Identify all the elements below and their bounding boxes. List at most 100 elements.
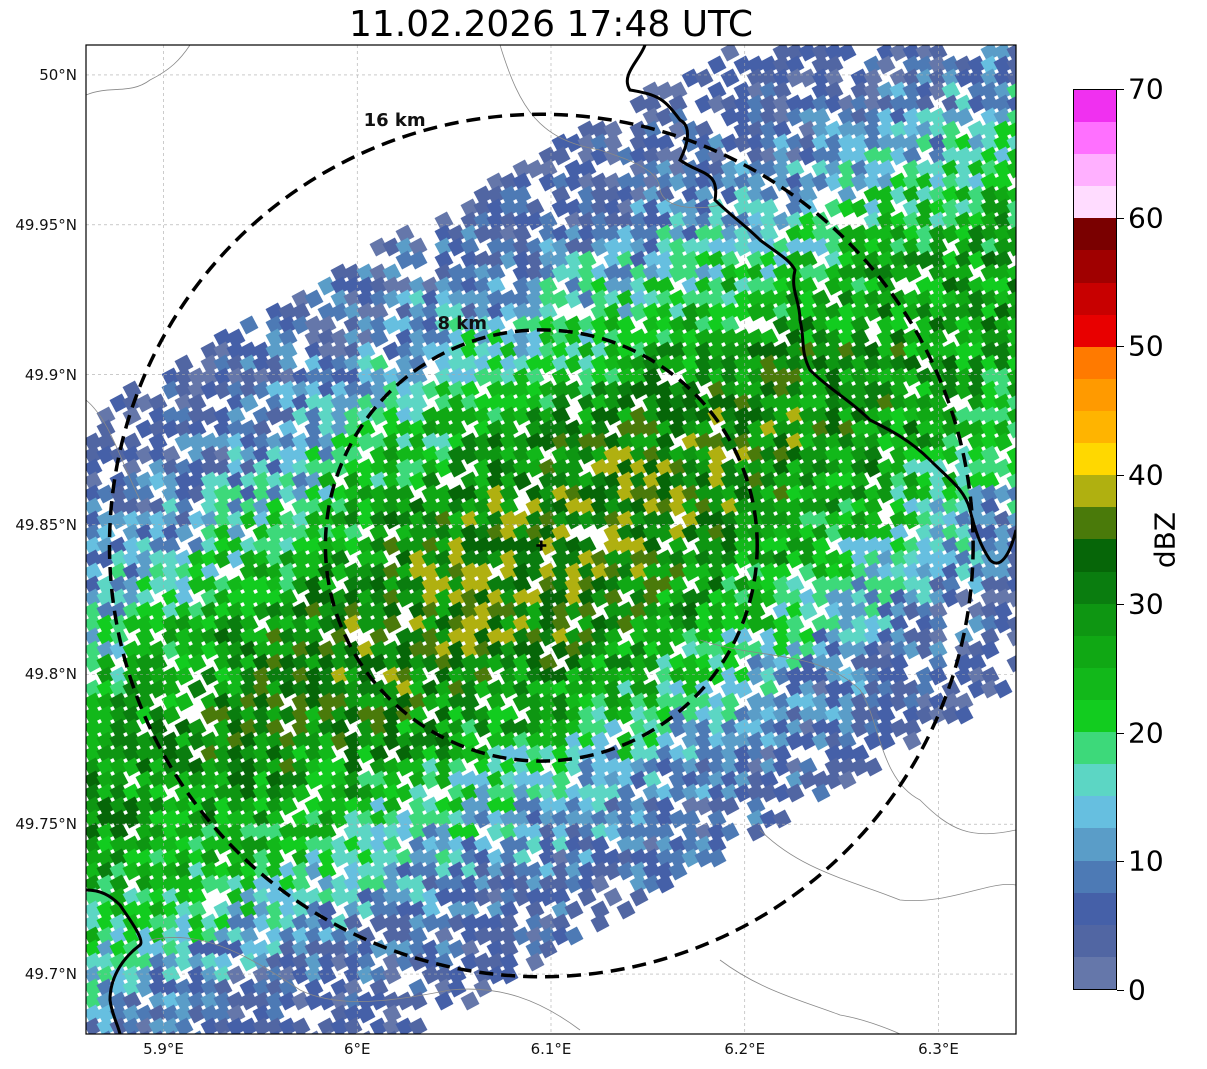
echo-cell [928,666,948,686]
echo-cell [512,289,532,309]
echo-cell [239,341,259,361]
colorbar-segment [1074,700,1116,733]
echo-cell [317,796,337,816]
echo-cell [265,978,285,998]
echo-cell [200,744,220,764]
echo-cell [330,809,350,829]
echo-cell [460,809,480,829]
echo-cell [122,614,142,634]
echo-cell [187,718,207,738]
colorbar-segment [1074,732,1116,765]
echo-cell [460,341,480,361]
echo-cell [382,770,402,790]
echo-cell [187,562,207,582]
echo-cell [447,432,467,452]
echo-cell [200,406,220,426]
echo-cell [434,549,454,569]
echo-cell [252,666,272,686]
echo-cell [499,939,519,959]
echo-cell [200,562,220,582]
echo-cell [213,1004,233,1024]
echo-cell [122,445,142,465]
echo-cell [265,653,285,673]
echo-cell [252,835,272,855]
echo-cell [148,497,168,517]
echo-cell [109,497,129,517]
echo-cell [460,796,480,816]
echo-cell [421,536,441,556]
echo-cell [421,445,441,465]
echo-cell [239,484,259,504]
echo-cell [174,783,194,803]
echo-cell [135,393,155,413]
echo-cell [382,796,402,816]
echo-cell [395,627,415,647]
lat-tick-label: 50°N [39,65,77,84]
colorbar-segment [1074,346,1116,379]
echo-cell [512,393,532,413]
echo-cell [96,445,116,465]
echo-cell [174,627,194,647]
echo-cell [447,835,467,855]
echo-cell [213,926,233,946]
echo-cell [421,913,441,933]
echo-cell [421,614,441,634]
echo-cell [460,497,480,517]
echo-cell [265,926,285,946]
echo-cell [278,549,298,569]
echo-cell [239,588,259,608]
echo-cell [200,458,220,478]
echo-cell [278,1017,298,1034]
echo-cell [213,1030,233,1034]
echo-cell [278,419,298,439]
echo-cell [369,783,389,803]
lon-tick-label: 6°E [343,1040,371,1058]
echo-cell [486,302,506,322]
echo-cell [408,692,428,712]
echo-cell [330,289,350,309]
echo-cell [148,653,168,673]
echo-cell [213,380,233,400]
echo-cell [96,601,116,621]
echo-cell [291,822,311,842]
echo-cell [382,939,402,959]
echo-cell [291,939,311,959]
echo-cell [408,445,428,465]
echo-cell [499,458,519,478]
echo-cell [148,835,168,855]
echo-cell [408,419,428,439]
echo-cell [408,354,428,374]
echo-cell [317,783,337,803]
echo-cell [486,965,506,985]
echo-cell [161,705,181,725]
echo-cell [499,627,519,647]
echo-cell [473,601,493,621]
echo-cell [226,419,246,439]
echo-cell [161,926,181,946]
echo-cell [265,432,285,452]
echo-cell [96,835,116,855]
echo-cell [356,653,376,673]
echo-cell [369,588,389,608]
echo-cell [447,666,467,686]
echo-cell [252,731,272,751]
echo-cell [421,952,441,972]
echo-cell [122,640,142,660]
echo-cell [109,926,129,946]
echo-cell [291,445,311,465]
echo-cell [135,666,155,686]
echo-cell [135,588,155,608]
echo-cell [369,575,389,595]
echo-cell [200,952,220,972]
echo-cell [278,523,298,543]
echo-cell [239,536,259,556]
echo-cell [343,458,363,478]
echo-cell [343,523,363,543]
echo-cell [447,588,467,608]
colorbar-segment [1074,89,1116,123]
echo-cell [382,926,402,946]
echo-cell [356,471,376,491]
echo-cell [252,861,272,881]
echo-cell [148,770,168,790]
echo-cell [291,1030,311,1034]
